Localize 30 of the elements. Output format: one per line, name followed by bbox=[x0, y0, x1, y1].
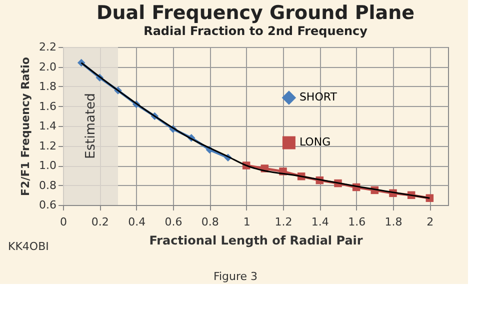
x-tick-label: 1.8 bbox=[384, 216, 402, 228]
x-tick-label: 0.4 bbox=[128, 216, 146, 228]
x-tick-label: 0.2 bbox=[91, 216, 109, 228]
x-axis-title: Fractional Length of Radial Pair bbox=[149, 234, 363, 248]
y-tick-label: 1.8 bbox=[39, 80, 56, 93]
chart-subtitle: Radial Fraction to 2nd Frequency bbox=[144, 24, 368, 38]
x-tick-label: 0.6 bbox=[164, 216, 182, 228]
text: KK4OBI bbox=[8, 240, 49, 253]
legend-label: LONG bbox=[299, 136, 331, 149]
x-tick-label: 1.4 bbox=[311, 216, 329, 228]
x-tick-label: 1.2 bbox=[274, 216, 292, 228]
x-tick-label: 1 bbox=[243, 216, 250, 228]
x-tick-label: 2 bbox=[426, 216, 434, 228]
x-tick-label: 0.8 bbox=[201, 216, 219, 228]
y-tick-label: 1.2 bbox=[39, 139, 56, 152]
legend-label: SHORT bbox=[299, 90, 338, 104]
y-tick-label: 1.6 bbox=[39, 100, 56, 113]
x-tick-label: 1.6 bbox=[348, 216, 366, 228]
y-tick-label: 1.0 bbox=[39, 159, 56, 172]
y-tick-label: 0.6 bbox=[39, 198, 56, 212]
y-tick-label: 2.0 bbox=[39, 60, 56, 74]
y-tick-label: 0.8 bbox=[39, 178, 56, 192]
x-tick-label: 0 bbox=[60, 216, 67, 228]
point bbox=[426, 194, 434, 202]
y-tick-label: 2.2 bbox=[39, 40, 56, 54]
band-label: Estimated bbox=[84, 93, 98, 159]
chart-title: Dual Frequency Ground Plane bbox=[96, 2, 415, 24]
y-tick-label: 1.4 bbox=[39, 120, 56, 132]
caption: Figure 3 bbox=[213, 270, 258, 283]
y-axis-title: F2/F1 Frequency Ratio bbox=[19, 56, 32, 196]
